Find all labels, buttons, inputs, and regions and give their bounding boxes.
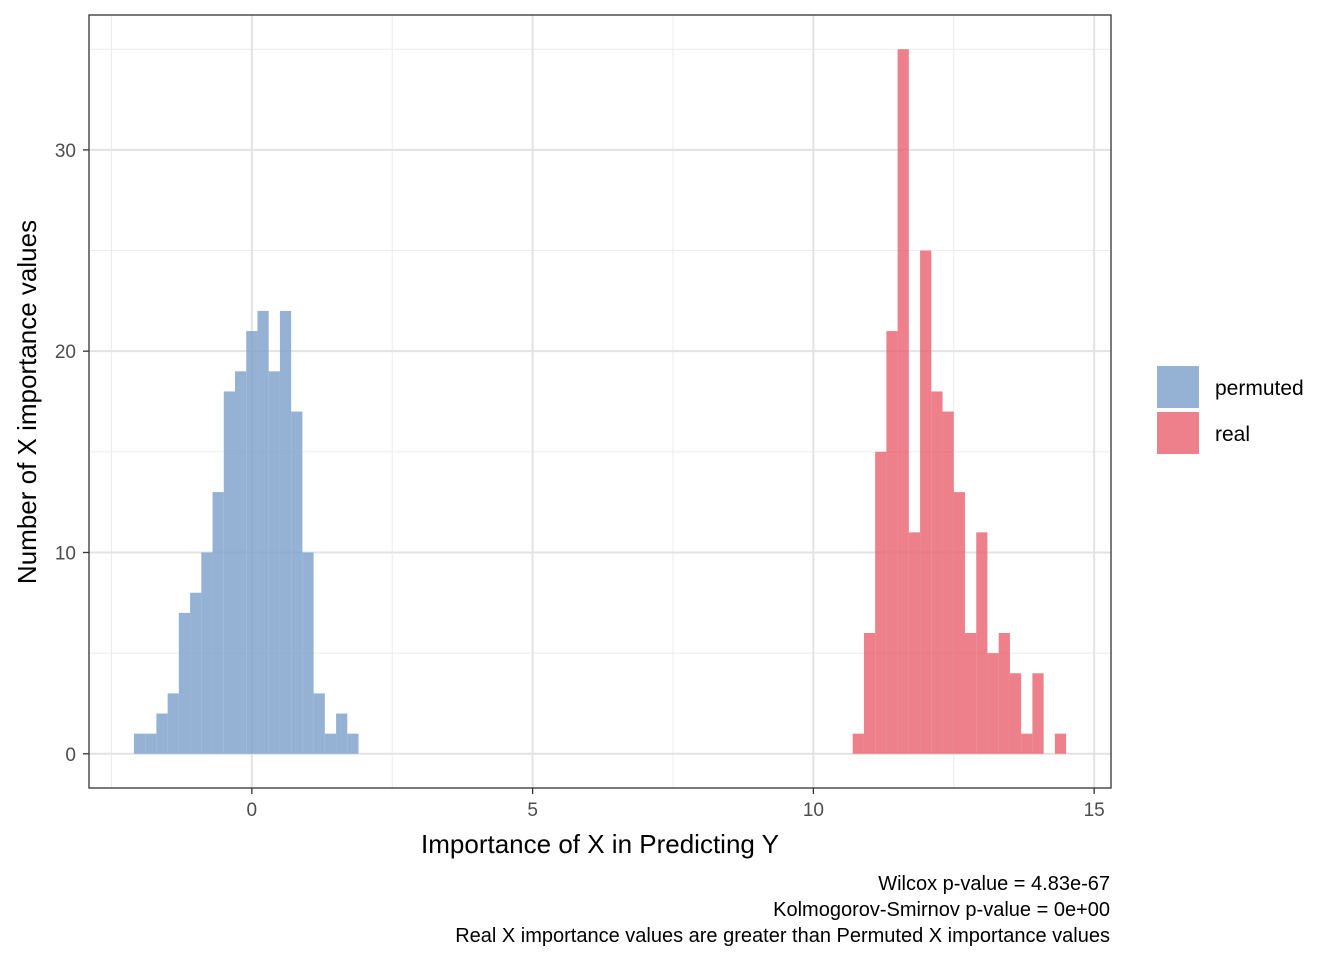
histogram-bar-real <box>886 331 898 754</box>
histogram-bar-permuted <box>167 693 179 754</box>
caption-line: Real X importance values are greater tha… <box>455 925 1110 947</box>
histogram-bar-permuted <box>313 693 325 754</box>
histogram-bar-real <box>931 391 943 754</box>
histogram-bar-real <box>920 250 932 754</box>
y-tick-label: 10 <box>55 543 76 564</box>
y-tick-label: 30 <box>55 141 76 162</box>
caption-line: Wilcox p-value = 4.83e-67 <box>878 873 1110 895</box>
histogram-bar-permuted <box>246 331 258 754</box>
histogram-bar-permuted <box>268 371 280 754</box>
x-tick-label: 10 <box>803 800 824 821</box>
histogram-bar-permuted <box>201 552 213 754</box>
histogram-bars <box>133 49 1067 754</box>
legend-label-permuted: permuted <box>1215 377 1304 400</box>
histogram-bar-permuted <box>178 612 191 754</box>
histogram-bar-permuted <box>336 713 348 754</box>
histogram-bar-real <box>1054 733 1067 754</box>
histogram-bar-real <box>998 632 1010 754</box>
histogram-bar-permuted <box>324 733 337 754</box>
x-tick-label: 15 <box>1084 800 1105 821</box>
histogram-bar-permuted <box>156 713 168 754</box>
histogram-bar-permuted <box>223 391 235 754</box>
y-tick-label: 0 <box>65 745 76 766</box>
histogram-bar-permuted <box>302 552 314 754</box>
histogram-bar-permuted <box>145 733 157 754</box>
histogram-bar-permuted <box>133 733 146 754</box>
histogram-bar-real <box>863 632 876 754</box>
histogram-bar-real <box>908 532 921 754</box>
histogram-bar-real <box>1032 673 1044 754</box>
y-axis-ticks: 0 10 20 30 <box>55 141 89 766</box>
x-axis-title: Importance of X in Predicting Y <box>421 829 779 859</box>
histogram-bar-real <box>976 532 988 754</box>
histogram-bar-permuted <box>212 492 224 754</box>
legend-label-real: real <box>1215 423 1250 446</box>
histogram-bar-real <box>1021 733 1033 754</box>
y-axis-title: Number of X importance values <box>12 220 42 584</box>
histogram-bar-real <box>942 411 954 754</box>
histogram-bar-real <box>987 653 999 754</box>
histogram-bar-real <box>897 49 909 754</box>
histogram-bar-permuted <box>279 310 292 754</box>
histogram-bar-permuted <box>190 592 202 754</box>
histogram-bar-permuted <box>347 733 359 754</box>
caption-line: Kolmogorov-Smirnov p-value = 0e+00 <box>773 899 1110 921</box>
histogram-bar-permuted <box>291 411 303 754</box>
histogram-bar-permuted <box>235 371 247 754</box>
histogram-bar-real <box>953 492 965 754</box>
major-grid <box>89 15 1111 788</box>
x-axis-ticks: 0 5 10 15 <box>247 788 1105 821</box>
legend-key-real <box>1157 412 1199 454</box>
histogram-bar-permuted <box>257 310 269 754</box>
x-tick-label: 5 <box>527 800 538 821</box>
plot-border <box>88 14 1112 789</box>
y-tick-label: 20 <box>55 342 76 363</box>
histogram-bar-real <box>875 451 887 754</box>
histogram-bar-real <box>1009 673 1022 754</box>
x-tick-label: 0 <box>247 800 258 821</box>
histogram-bar-real <box>965 632 977 754</box>
histogram-bar-real <box>852 733 864 754</box>
legend-key-permuted <box>1157 366 1199 408</box>
caption-block: Wilcox p-value = 4.83e-67 Kolmogorov-Smir… <box>455 873 1110 947</box>
legend: permuted real <box>1157 366 1304 454</box>
